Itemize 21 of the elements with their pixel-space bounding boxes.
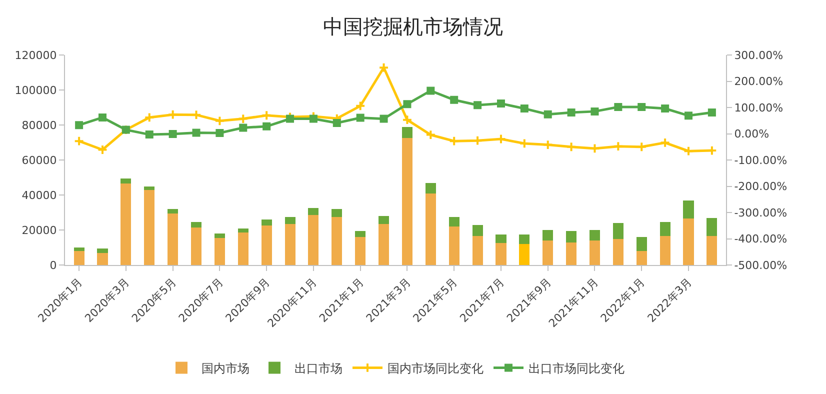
chart-title: 中国挖掘机市场情况 bbox=[323, 14, 503, 39]
y-tick-label: 80000 bbox=[22, 118, 57, 132]
y-tick-label: 60000 bbox=[22, 154, 57, 167]
y-tick-label: 100000 bbox=[14, 84, 57, 97]
y2-tick-label: -400.00% bbox=[734, 232, 788, 246]
y2-tick-label: 0.00% bbox=[734, 128, 770, 141]
y2-tick-label: -100.00% bbox=[734, 154, 788, 167]
y2-tick-label: 100.00% bbox=[734, 101, 784, 114]
y-tick-label: 40000 bbox=[22, 188, 57, 202]
y2-tick-label: 300.00% bbox=[734, 48, 784, 62]
y2-tick-label: -200.00% bbox=[734, 180, 788, 194]
legend-label: 出口市场 bbox=[294, 361, 342, 376]
y-tick-label: 120000 bbox=[14, 48, 57, 62]
y-tick-label: 0 bbox=[50, 258, 57, 272]
y2-tick-label: -300.00% bbox=[734, 206, 788, 220]
y2-tick-label: -500.00% bbox=[734, 258, 788, 272]
legend-label: 国内市场同比变化 bbox=[388, 361, 484, 376]
y-tick-label: 20000 bbox=[22, 224, 57, 237]
legend-label: 国内市场 bbox=[202, 361, 250, 376]
y2-tick-label: 200.00% bbox=[734, 75, 784, 88]
legend-label: 出口市场同比变化 bbox=[528, 361, 624, 376]
